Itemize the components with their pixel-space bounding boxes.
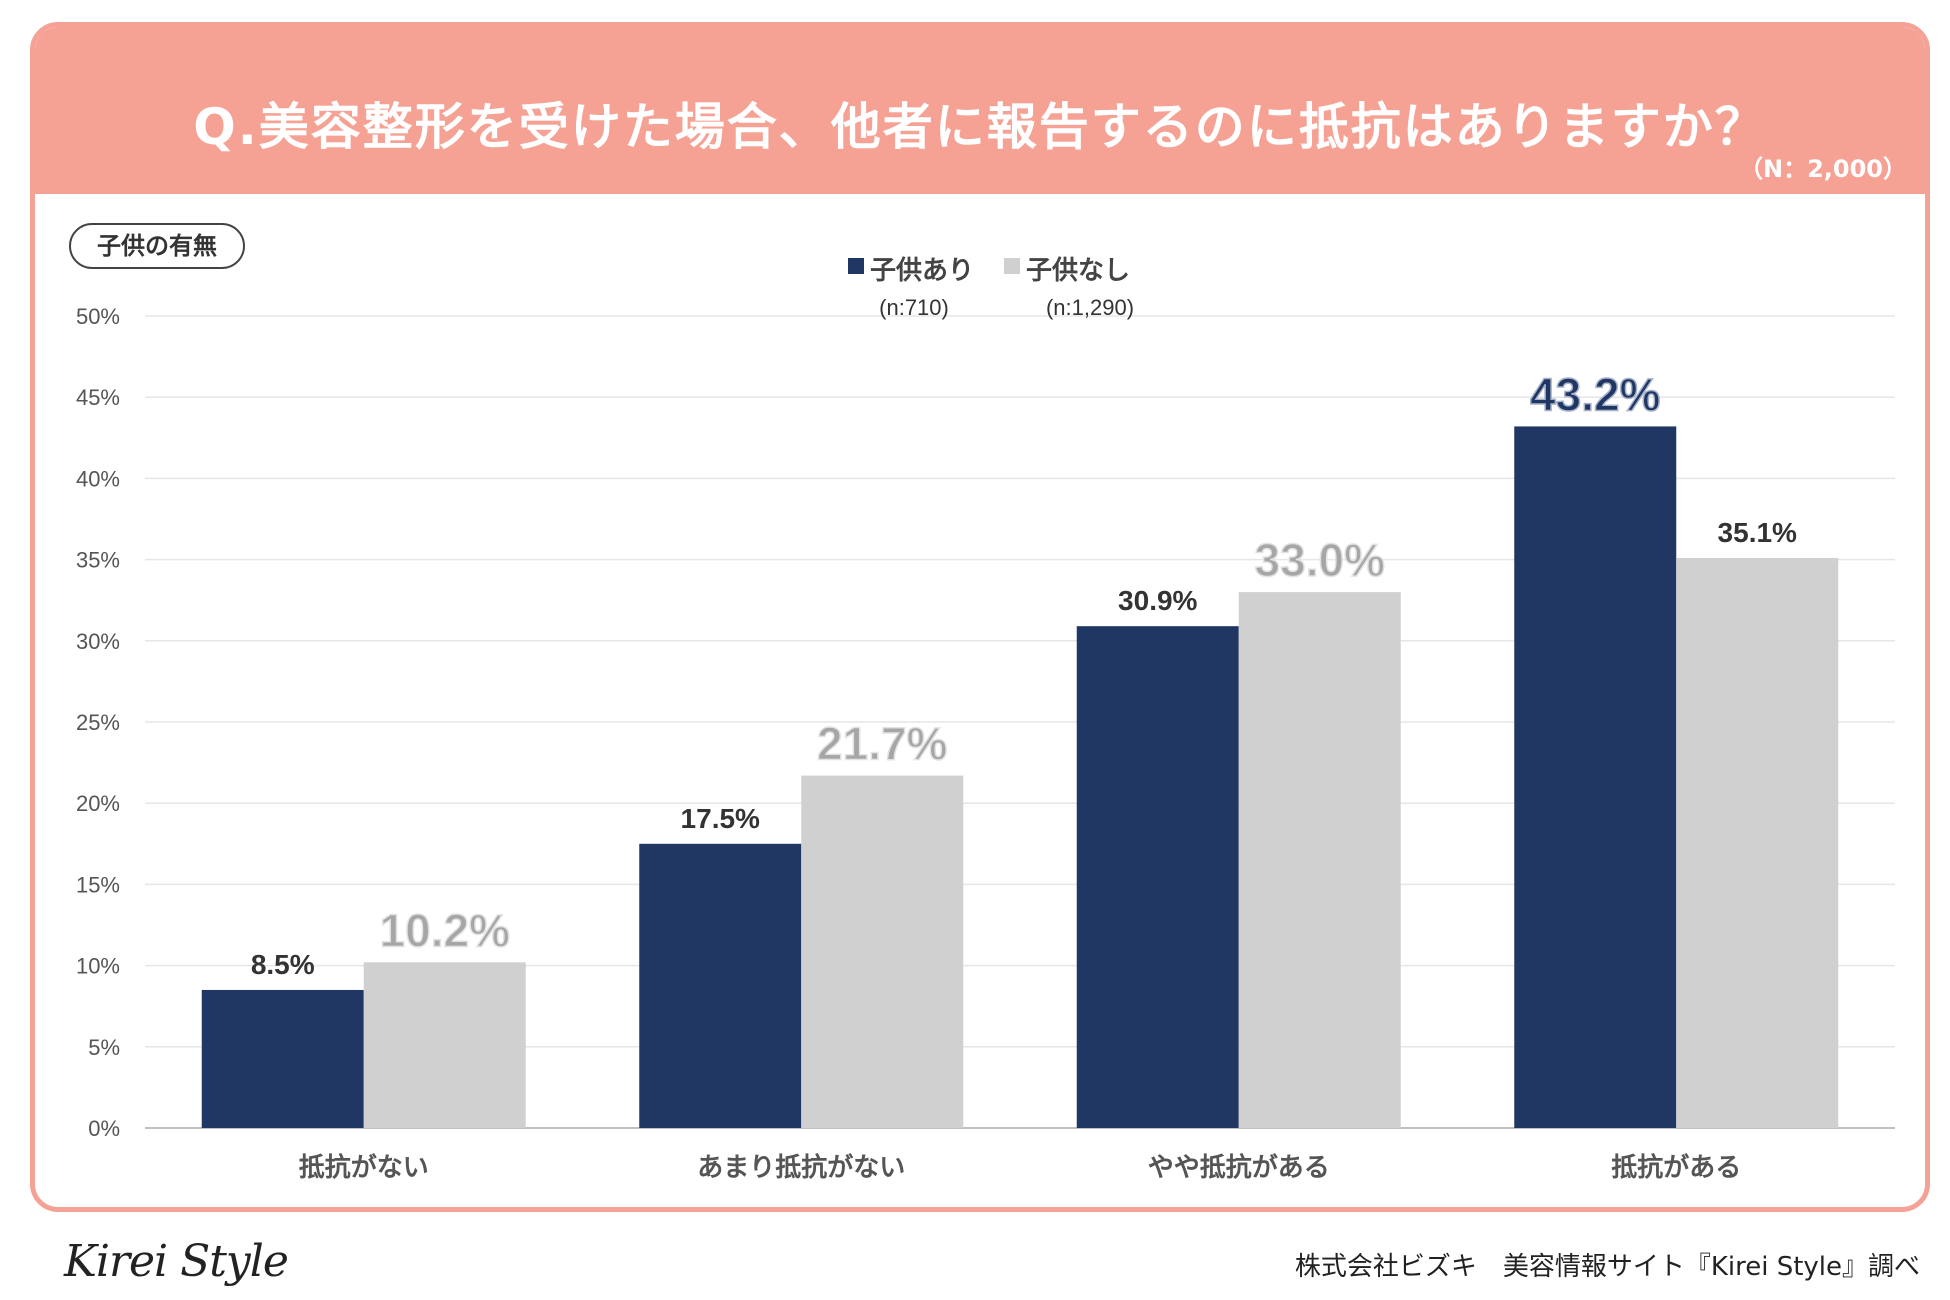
y-tick-label: 20% [76, 791, 120, 816]
page-title: Q.美容整形を受けた場合、他者に報告するのに抵抗はありますか？ [193, 98, 1767, 156]
sample-size: （N：2,000） [1739, 155, 1907, 183]
category-label: 抵抗がある [1611, 1152, 1741, 1182]
category-label: 抵抗がない [299, 1152, 429, 1182]
y-tick-label: 25% [76, 710, 120, 735]
data-label-highlight: 43.2% [1530, 368, 1660, 420]
y-tick-label: 50% [76, 304, 120, 329]
y-tick-label: 10% [76, 954, 120, 979]
bar-without-children [801, 775, 964, 1128]
y-tick-label: 45% [76, 385, 120, 410]
bar-without-children [1238, 592, 1401, 1128]
y-tick-label: 5% [88, 1035, 120, 1060]
data-label-highlight: 33.0% [1255, 534, 1385, 586]
kirei-style-logo: Kirei Style [64, 1236, 289, 1287]
y-tick-label: 35% [76, 548, 120, 573]
y-tick-label: 15% [76, 872, 120, 897]
legend-label: 子供あり [870, 255, 974, 285]
legend-n: (n:710) [879, 295, 949, 320]
y-tick-label: 0% [88, 1116, 120, 1141]
bar-with-children [1076, 626, 1239, 1128]
header-banner: Q.美容整形を受けた場合、他者に報告するのに抵抗はありますか？ （N：2,000… [35, 27, 1925, 194]
data-label-highlight: 10.2% [380, 904, 510, 956]
legend-swatch [1004, 258, 1020, 274]
bar-with-children [1514, 426, 1677, 1128]
bar-with-children [201, 989, 364, 1128]
data-label: 17.5% [681, 803, 760, 834]
y-tick-label: 30% [76, 629, 120, 654]
legend-swatch [848, 258, 864, 274]
data-label-highlight: 21.7% [817, 718, 947, 770]
data-label: 8.5% [251, 949, 315, 980]
bar-with-children [639, 843, 802, 1128]
y-tick-label: 40% [76, 466, 120, 491]
data-label: 30.9% [1118, 585, 1197, 616]
category-label: あまり抵抗がない [697, 1152, 905, 1182]
legend-n: (n:1,290) [1046, 295, 1134, 320]
data-label: 35.1% [1718, 517, 1797, 548]
survey-credit: 株式会社ビズキ 美容情報サイト『Kirei Style』調べ [1294, 1252, 1920, 1282]
category-label: やや抵抗がある [1148, 1152, 1330, 1182]
legend-label: 子供なし [1026, 255, 1130, 285]
bar-without-children [1676, 557, 1839, 1128]
group-tag: 子供の有無 [69, 223, 245, 269]
bar-without-children [363, 962, 526, 1128]
